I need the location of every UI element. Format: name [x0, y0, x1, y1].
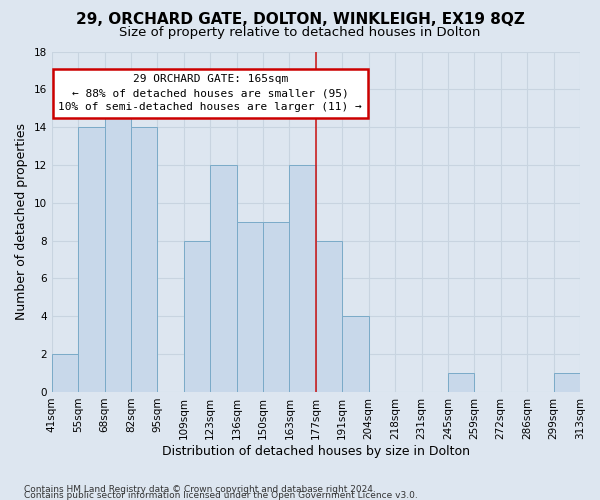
Bar — [342, 316, 368, 392]
Bar — [448, 373, 475, 392]
Bar — [554, 373, 580, 392]
Text: Contains HM Land Registry data © Crown copyright and database right 2024.: Contains HM Land Registry data © Crown c… — [24, 484, 376, 494]
Bar — [184, 240, 210, 392]
Bar — [131, 127, 157, 392]
Text: 29 ORCHARD GATE: 165sqm
← 88% of detached houses are smaller (95)
10% of semi-de: 29 ORCHARD GATE: 165sqm ← 88% of detache… — [58, 74, 362, 112]
Bar — [263, 222, 289, 392]
Bar — [210, 165, 236, 392]
X-axis label: Distribution of detached houses by size in Dolton: Distribution of detached houses by size … — [162, 444, 470, 458]
Bar — [52, 354, 78, 392]
Bar — [104, 108, 131, 392]
Y-axis label: Number of detached properties: Number of detached properties — [15, 123, 28, 320]
Bar — [78, 127, 104, 392]
Text: Size of property relative to detached houses in Dolton: Size of property relative to detached ho… — [119, 26, 481, 39]
Text: 29, ORCHARD GATE, DOLTON, WINKLEIGH, EX19 8QZ: 29, ORCHARD GATE, DOLTON, WINKLEIGH, EX1… — [76, 12, 524, 26]
Bar — [289, 165, 316, 392]
Text: Contains public sector information licensed under the Open Government Licence v3: Contains public sector information licen… — [24, 490, 418, 500]
Bar — [236, 222, 263, 392]
Bar — [316, 240, 342, 392]
